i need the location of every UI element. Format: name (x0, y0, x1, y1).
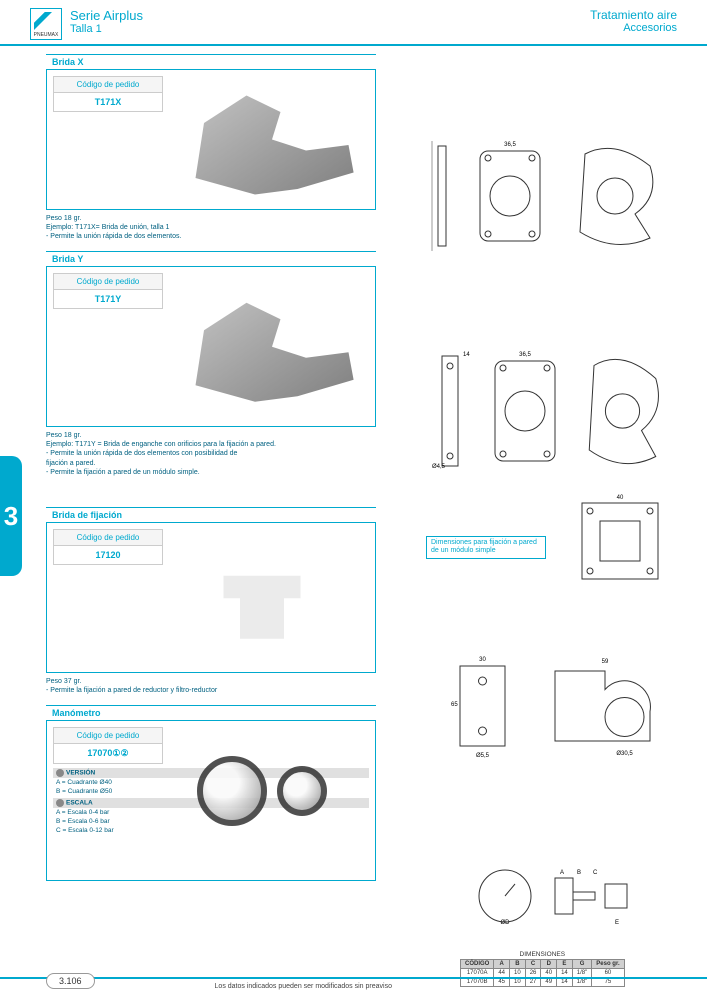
tech-drawing: 36,5 (485, 346, 565, 476)
series-subtitle: Talla 1 (70, 23, 143, 35)
chapter-tab: 3 (0, 456, 22, 576)
code-value: T171Y (54, 290, 162, 308)
page-footer: 3.106 Los datos indicados pueden ser mod… (0, 977, 707, 990)
page-number: 3.106 (46, 973, 95, 989)
svg-text:C: C (593, 870, 598, 876)
tech-drawing: ØD (475, 866, 535, 926)
section-title: Brida Y (46, 251, 376, 267)
product-render-brida-y (187, 297, 357, 407)
header-left: PNEUMAX Serie Airplus Talla 1 (30, 8, 143, 40)
svg-text:Ø5,5: Ø5,5 (476, 753, 490, 759)
category-line2: Accesorios (590, 22, 677, 34)
series-block: Serie Airplus Talla 1 (70, 8, 143, 35)
svg-text:40: 40 (617, 495, 624, 501)
section-title: Brida de fijación (46, 507, 376, 523)
tech-drawing: 59 Ø30,5 (540, 651, 670, 761)
code-value: 17120 (54, 546, 162, 564)
header-right: Tratamiento aire Accesorios (590, 8, 677, 40)
page-header: PNEUMAX Serie Airplus Talla 1 Tratamient… (0, 0, 707, 46)
tech-drawing: A B C E (545, 866, 635, 926)
category-line1: Tratamiento aire (590, 8, 677, 22)
tech-drawing: Ø4,5 14 (430, 346, 475, 476)
tech-drawing: 40 (570, 491, 670, 591)
order-code-box: Código de pedido T171X (53, 76, 163, 112)
dims-caption: DIMENSIONES (460, 951, 625, 958)
table-header: CÓDIGO (461, 960, 494, 969)
order-code-box: Código de pedido 17070①② (53, 727, 163, 764)
svg-text:Ø30,5: Ø30,5 (616, 751, 633, 757)
section-box: Código de pedido T171X (46, 70, 376, 210)
code-header: Código de pedido (54, 728, 162, 744)
section-box: Código de pedido 17070①② VERSIÓNA = Cuad… (46, 721, 376, 881)
logo-text: PNEUMAX (34, 32, 59, 38)
gauge-small-icon (277, 766, 327, 816)
page-body: 3 Brida X Código de pedido T171X Peso 18… (0, 46, 707, 881)
svg-text:30: 30 (479, 657, 486, 663)
section-box: Código de pedido T171Y (46, 267, 376, 427)
code-value: T171X (54, 93, 162, 111)
svg-text:A: A (560, 870, 564, 876)
svg-text:B: B (577, 870, 581, 876)
brand-logo: PNEUMAX (30, 8, 62, 40)
tech-drawing (575, 346, 670, 476)
order-code-box: Código de pedido T171Y (53, 273, 163, 309)
code-header: Código de pedido (54, 530, 162, 546)
table-header: G (572, 960, 591, 969)
order-code-box: Código de pedido 17120 (53, 529, 163, 565)
svg-text:59: 59 (602, 659, 609, 665)
svg-text:ØD: ØD (501, 920, 511, 926)
section-box: Código de pedido 17120 (46, 523, 376, 673)
code-value: 17070①② (54, 744, 162, 763)
section-title: Brida X (46, 54, 376, 70)
table-header: Peso gr. (592, 960, 624, 969)
table-header: B (510, 960, 526, 969)
chapter-number: 3 (4, 501, 18, 532)
tech-drawing (565, 136, 665, 256)
table-header: D (541, 960, 557, 969)
footer-note: Los datos indicados pueden ser modificad… (215, 983, 392, 990)
gauge-large-icon (197, 756, 267, 826)
tech-drawing (430, 136, 460, 256)
table-header: C (525, 960, 541, 969)
svg-text:E: E (615, 920, 619, 926)
code-header: Código de pedido (54, 274, 162, 290)
tech-drawing: 30 65 Ø5,5 (445, 651, 520, 761)
svg-text:36,5: 36,5 (519, 352, 531, 358)
tech-drawing: 36,5 (470, 136, 550, 256)
series-title: Serie Airplus (70, 8, 143, 23)
code-header: Código de pedido (54, 77, 162, 93)
product-render-bracket (207, 558, 317, 648)
svg-text:Ø4,5: Ø4,5 (432, 464, 446, 470)
svg-text:65: 65 (451, 702, 458, 708)
svg-text:14: 14 (463, 352, 470, 358)
dimension-caption: Dimensiones para fijación a pared de un … (426, 536, 546, 559)
section-title: Manómetro (46, 705, 376, 721)
product-render-brida-x (187, 90, 357, 200)
table-header: A (494, 960, 510, 969)
table-header: E (557, 960, 573, 969)
product-render-gauge (197, 756, 357, 866)
svg-text:36,5: 36,5 (504, 142, 516, 148)
